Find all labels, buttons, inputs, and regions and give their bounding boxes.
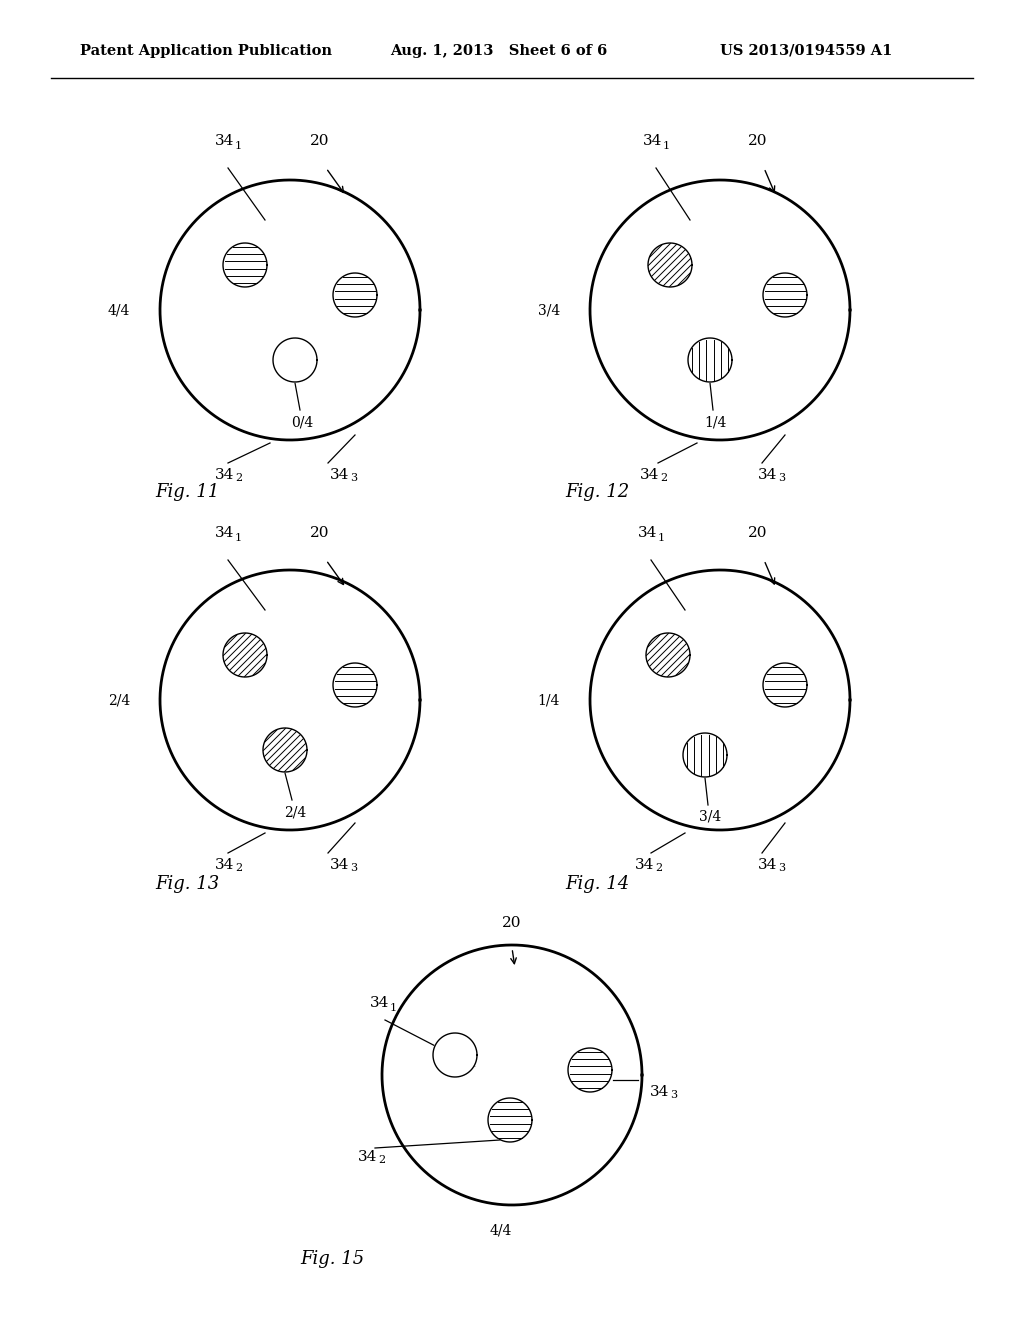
Polygon shape — [333, 273, 377, 317]
Text: 2: 2 — [660, 473, 667, 483]
Text: 34: 34 — [643, 135, 663, 148]
Text: 1: 1 — [390, 1003, 397, 1012]
Polygon shape — [382, 945, 642, 1205]
Text: 34: 34 — [758, 858, 777, 873]
Text: Fig. 14: Fig. 14 — [565, 875, 630, 894]
Text: Fig. 12: Fig. 12 — [565, 483, 630, 502]
Text: 34: 34 — [370, 997, 389, 1010]
Text: 3: 3 — [778, 863, 785, 873]
Polygon shape — [590, 570, 850, 830]
Text: 34: 34 — [215, 469, 234, 482]
Polygon shape — [688, 338, 732, 381]
Text: Fig. 13: Fig. 13 — [155, 875, 219, 894]
Text: 2: 2 — [234, 863, 242, 873]
Polygon shape — [333, 663, 377, 708]
Text: 34: 34 — [758, 469, 777, 482]
Text: 1: 1 — [663, 141, 670, 150]
Text: Fig. 15: Fig. 15 — [300, 1250, 365, 1269]
Text: 20: 20 — [310, 135, 330, 148]
Polygon shape — [488, 1098, 532, 1142]
Text: Patent Application Publication: Patent Application Publication — [80, 44, 332, 58]
Polygon shape — [590, 180, 850, 440]
Text: 2/4: 2/4 — [108, 693, 130, 708]
Text: 34: 34 — [215, 525, 234, 540]
Text: 3: 3 — [350, 473, 357, 483]
Text: 2: 2 — [234, 473, 242, 483]
Text: 1: 1 — [234, 141, 242, 150]
Text: 34: 34 — [635, 858, 654, 873]
Text: 20: 20 — [502, 916, 522, 931]
Text: 3: 3 — [350, 863, 357, 873]
Polygon shape — [273, 338, 317, 381]
Text: 34: 34 — [215, 858, 234, 873]
Polygon shape — [160, 180, 420, 440]
Text: 4/4: 4/4 — [489, 1224, 512, 1237]
Polygon shape — [646, 634, 690, 677]
Text: 2: 2 — [378, 1155, 385, 1166]
Text: 34: 34 — [358, 1150, 378, 1164]
Text: 34: 34 — [330, 858, 349, 873]
Text: 4/4: 4/4 — [108, 304, 130, 317]
Polygon shape — [648, 243, 692, 286]
Text: 1: 1 — [234, 533, 242, 543]
Text: US 2013/0194559 A1: US 2013/0194559 A1 — [720, 44, 892, 58]
Text: 34: 34 — [330, 469, 349, 482]
Text: 1/4: 1/4 — [703, 414, 726, 429]
Text: 3: 3 — [778, 473, 785, 483]
Text: 20: 20 — [749, 525, 768, 540]
Polygon shape — [763, 663, 807, 708]
Polygon shape — [223, 634, 267, 677]
Polygon shape — [223, 243, 267, 286]
Text: 0/4: 0/4 — [291, 414, 313, 429]
Text: 1/4: 1/4 — [538, 693, 560, 708]
Text: 20: 20 — [310, 525, 330, 540]
Polygon shape — [568, 1048, 612, 1092]
Text: 3/4: 3/4 — [538, 304, 560, 317]
Text: 2/4: 2/4 — [284, 805, 306, 818]
Text: Aug. 1, 2013   Sheet 6 of 6: Aug. 1, 2013 Sheet 6 of 6 — [390, 44, 607, 58]
Text: 3: 3 — [670, 1090, 677, 1100]
Polygon shape — [763, 273, 807, 317]
Text: 20: 20 — [749, 135, 768, 148]
Polygon shape — [683, 733, 727, 777]
Polygon shape — [433, 1034, 477, 1077]
Text: 0/4: 0/4 — [454, 1055, 476, 1069]
Text: 34: 34 — [215, 135, 234, 148]
Text: 34: 34 — [650, 1085, 670, 1100]
Text: Fig. 11: Fig. 11 — [155, 483, 219, 502]
Polygon shape — [160, 570, 420, 830]
Text: 1: 1 — [658, 533, 666, 543]
Text: 34: 34 — [640, 469, 659, 482]
Text: 3/4: 3/4 — [698, 810, 721, 824]
Text: 2: 2 — [655, 863, 663, 873]
Text: 34: 34 — [638, 525, 657, 540]
Polygon shape — [263, 729, 307, 772]
